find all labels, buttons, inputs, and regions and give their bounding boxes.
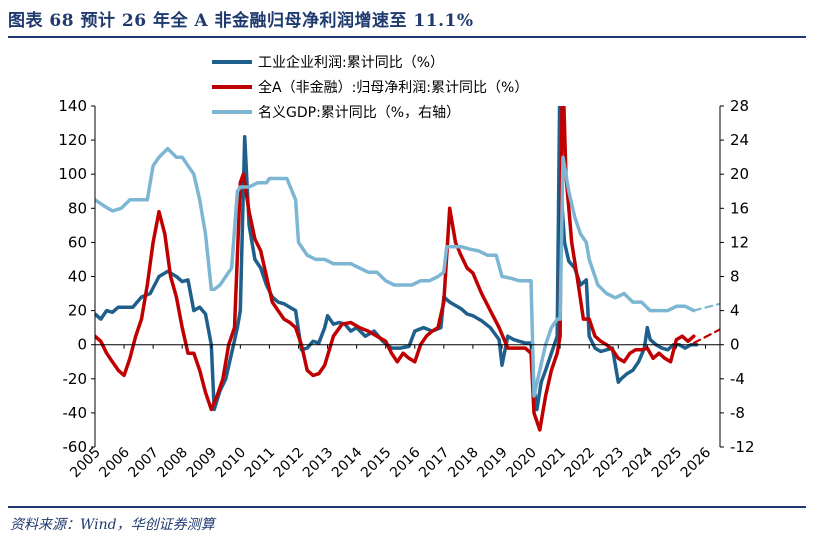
y-left-tick-label: 20 (68, 302, 87, 320)
x-tick-label: 2019 (474, 445, 511, 482)
x-tick-label: 2025 (649, 445, 686, 482)
series-line-1 (95, 106, 696, 432)
top-rule (8, 36, 806, 38)
legend-label: 全A（非金融）:归母净利润:累计同比（%） (258, 79, 528, 96)
series-line-2 (95, 146, 696, 398)
y-left-tick-label: 140 (58, 97, 87, 115)
bottom-rule (8, 506, 806, 508)
y-left-tick-label: -60 (63, 438, 88, 456)
forecast-line-3 (692, 328, 720, 345)
y-right-tick-label: 16 (730, 199, 749, 217)
y-left-tick-label: 80 (68, 199, 87, 217)
series-line-0 (95, 106, 699, 412)
legend-label: 工业企业利润:累计同比（%） (258, 54, 444, 71)
y-right-tick-label: 12 (730, 233, 749, 251)
y-left-tick-label: -40 (63, 404, 88, 422)
y-right-tick-label: -12 (730, 438, 755, 456)
x-tick-label: 2022 (561, 445, 598, 482)
x-tick-label: 2026 (678, 444, 715, 481)
x-tick-label: 2021 (532, 445, 569, 482)
y-right-tick-label: 0 (730, 336, 740, 354)
y-right-tick-label: 4 (730, 302, 740, 320)
x-tick-label: 2015 (358, 445, 395, 482)
source-note: 资料来源：Wind，华创证券测算 (10, 517, 215, 533)
x-tick-label: 2011 (242, 445, 279, 482)
x-tick-label: 2024 (620, 444, 657, 481)
y-left-tick-label: -20 (63, 370, 88, 388)
x-tick-label: 2016 (387, 444, 424, 481)
x-tick-label: 2008 (155, 445, 192, 482)
y-left-tick-label: 40 (68, 268, 87, 286)
y-left-tick-label: 120 (58, 131, 87, 149)
series-layer (95, 106, 720, 432)
x-tick-label: 2006 (96, 444, 133, 481)
x-tick-label: 2009 (184, 445, 221, 482)
figure-title: 图表 68 预计 26 年全 A 非金融归母净利润增速至 11.1% (8, 11, 474, 31)
x-tick-label: 2023 (591, 445, 628, 482)
x-tick-label: 2012 (271, 445, 308, 482)
y-left-tick-label: 0 (77, 336, 87, 354)
y-right-tick-label: 28 (730, 97, 749, 115)
legend-label: 名义GDP:累计同比（%，右轴） (258, 105, 460, 121)
y-left-tick-label: 60 (68, 233, 87, 251)
x-tick-label: 2007 (125, 445, 162, 482)
x-tick-label: 2018 (445, 445, 482, 482)
forecast-line-4 (692, 302, 720, 312)
y-right-tick-label: 8 (730, 268, 740, 286)
x-tick-label: 2013 (300, 445, 337, 482)
y-right-tick-label: -4 (730, 370, 745, 388)
y-right-tick-label: 24 (730, 131, 749, 149)
y-left-tick-label: 100 (58, 165, 87, 183)
y-right-tick-label: -8 (730, 404, 745, 422)
y-right-tick-label: 20 (730, 165, 749, 183)
x-tick-label: 2010 (213, 445, 250, 482)
x-tick-label: 2014 (329, 444, 366, 481)
x-tick-label: 2020 (503, 445, 540, 482)
legend: 工业企业利润:累计同比（%） 全A（非金融）:归母净利润:累计同比（%） 名义GDP… (212, 54, 528, 121)
x-tick-label: 2017 (416, 445, 453, 482)
